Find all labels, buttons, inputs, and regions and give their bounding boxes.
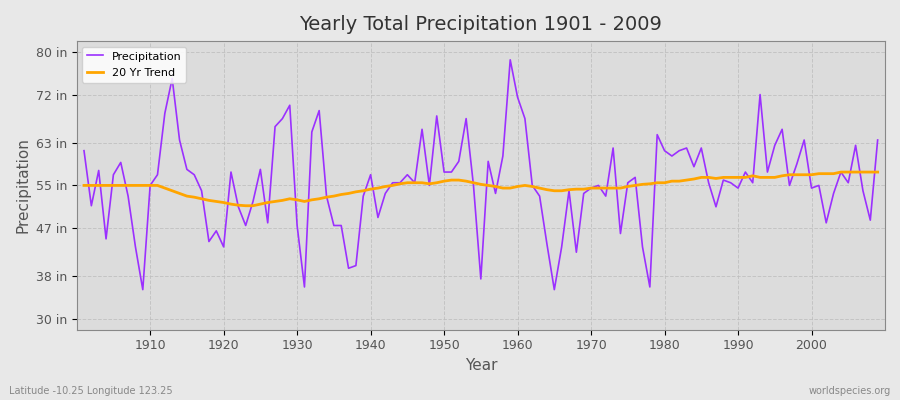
20 Yr Trend: [519, 183, 530, 188]
Precipitation: [526, 183, 537, 188]
Text: Latitude -10.25 Longitude 123.25: Latitude -10.25 Longitude 123.25: [9, 386, 173, 396]
Precipitation: [78, 148, 89, 153]
20 Yr Trend: [240, 203, 251, 208]
X-axis label: Year: Year: [464, 358, 497, 373]
Line: Precipitation: Precipitation: [84, 60, 878, 290]
20 Yr Trend: [78, 183, 89, 188]
Legend: Precipitation, 20 Yr Trend: Precipitation, 20 Yr Trend: [82, 47, 186, 83]
20 Yr Trend: [872, 170, 883, 174]
Title: Yearly Total Precipitation 1901 - 2009: Yearly Total Precipitation 1901 - 2009: [300, 15, 662, 34]
20 Yr Trend: [306, 198, 317, 202]
Line: 20 Yr Trend: 20 Yr Trend: [84, 172, 878, 206]
Precipitation: [872, 138, 883, 142]
20 Yr Trend: [512, 184, 523, 189]
Precipitation: [145, 183, 156, 188]
Precipitation: [138, 287, 148, 292]
Precipitation: [306, 130, 317, 134]
20 Yr Trend: [350, 190, 361, 194]
20 Yr Trend: [835, 170, 846, 174]
Y-axis label: Precipitation: Precipitation: [15, 138, 30, 233]
Precipitation: [505, 58, 516, 62]
20 Yr Trend: [608, 186, 618, 190]
Precipitation: [519, 116, 530, 121]
Precipitation: [350, 263, 361, 268]
20 Yr Trend: [138, 183, 148, 188]
Text: worldspecies.org: worldspecies.org: [809, 386, 891, 396]
Precipitation: [615, 231, 626, 236]
